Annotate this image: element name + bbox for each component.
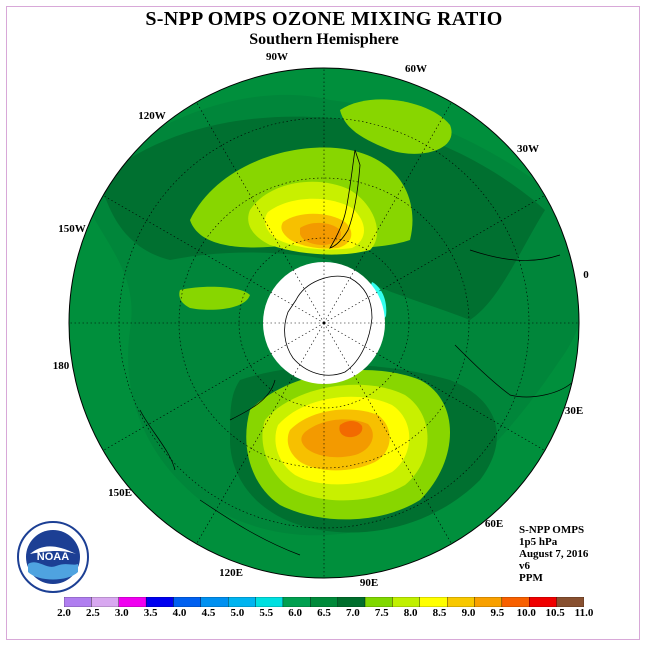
colorbar-swatch xyxy=(145,597,174,607)
info-date: August 7, 2016 xyxy=(519,548,589,560)
colorbar-label: 4.5 xyxy=(201,607,216,619)
graticule xyxy=(69,68,579,578)
colorbar-label: 5.0 xyxy=(230,607,245,619)
colorbar-label: 9.5 xyxy=(490,607,505,619)
lon-label: 30W xyxy=(517,143,539,155)
colorbar-swatch xyxy=(282,597,311,607)
lon-label: 90W xyxy=(266,51,288,63)
colorbar-label: 6.0 xyxy=(288,607,302,619)
colorbar-swatch xyxy=(91,597,119,607)
colorbar-swatch xyxy=(200,597,229,607)
colorbar-label: 5.5 xyxy=(259,607,274,619)
colorbar-label: 7.5 xyxy=(374,607,389,619)
colorbar-swatch xyxy=(255,597,284,607)
colorbar-swatch xyxy=(419,597,448,607)
colorbar xyxy=(64,597,584,607)
lon-label: 30E xyxy=(565,405,583,417)
lon-label: 180 xyxy=(53,360,70,372)
lon-label: 60E xyxy=(485,518,503,530)
info-product: S-NPP OMPS xyxy=(519,524,585,536)
info-units: PPM xyxy=(519,572,543,584)
colorbar-swatch xyxy=(447,597,475,607)
lon-label: 150E xyxy=(108,487,132,499)
colorbar-label: 9.0 xyxy=(461,607,476,619)
product-info: S-NPP OMPS 1p5 hPa August 7, 2016 v6 PPM xyxy=(519,524,588,584)
lon-label: 150W xyxy=(58,223,86,235)
colorbar-swatch xyxy=(529,597,557,607)
colorbar-label: 7.0 xyxy=(346,607,360,619)
colorbar-swatch xyxy=(118,597,147,607)
info-version: v6 xyxy=(519,560,530,572)
lon-label: 0 xyxy=(583,269,589,281)
colorbar-swatch xyxy=(392,597,420,607)
colorbar-swatch xyxy=(173,597,201,607)
lon-label: 120E xyxy=(219,567,243,579)
colorbar-swatch xyxy=(474,597,503,607)
info-level: 1p5 hPa xyxy=(519,536,558,548)
colorbar-swatch xyxy=(310,597,338,607)
lon-label: 90E xyxy=(360,577,378,589)
colorbar-swatch xyxy=(337,597,366,607)
noaa-logo: NOAA xyxy=(17,521,89,593)
colorbar-labels: 2.0 2.5 3.0 3.5 4.0 4.5 5.0 5.5 6.0 6.5 7.0 7.5 8.0 8… xyxy=(0,607,648,623)
lon-label: 120W xyxy=(138,110,166,122)
noaa-logo-text: NOAA xyxy=(37,551,69,563)
colorbar-label: 10.5 xyxy=(545,607,565,619)
colorbar-label: 3.0 xyxy=(114,607,129,619)
colorbar-label: 6.5 xyxy=(317,607,331,619)
longitude-labels: 90W 60W 30W 0 30E 60E 90E 120E 150E 180 150W 120W xyxy=(53,51,590,589)
colorbar-swatch xyxy=(228,597,256,607)
colorbar-label: 8.5 xyxy=(432,607,447,619)
colorbar-label: 10.0 xyxy=(516,607,536,619)
page-frame xyxy=(6,6,640,640)
colorbar-label: 11.0 xyxy=(574,607,594,619)
colorbar-swatch xyxy=(501,597,530,607)
colorbar-swatch xyxy=(64,597,92,607)
colorbar-label: 2.5 xyxy=(86,607,100,619)
map-subtitle: Southern Hemisphere xyxy=(249,31,399,48)
colorbar-swatch xyxy=(556,597,584,607)
map-title: S-NPP OMPS OZONE MIXING RATIO xyxy=(145,8,503,30)
colorbar-label: 4.0 xyxy=(172,607,187,619)
ozone-field xyxy=(69,68,579,578)
colorbar-swatch xyxy=(364,597,393,607)
lon-label: 60W xyxy=(405,63,427,75)
colorbar-label: 2.0 xyxy=(57,607,71,619)
map-border xyxy=(68,67,580,579)
colorbar-label: 3.5 xyxy=(143,607,158,619)
colorbar-label: 8.0 xyxy=(403,607,418,619)
